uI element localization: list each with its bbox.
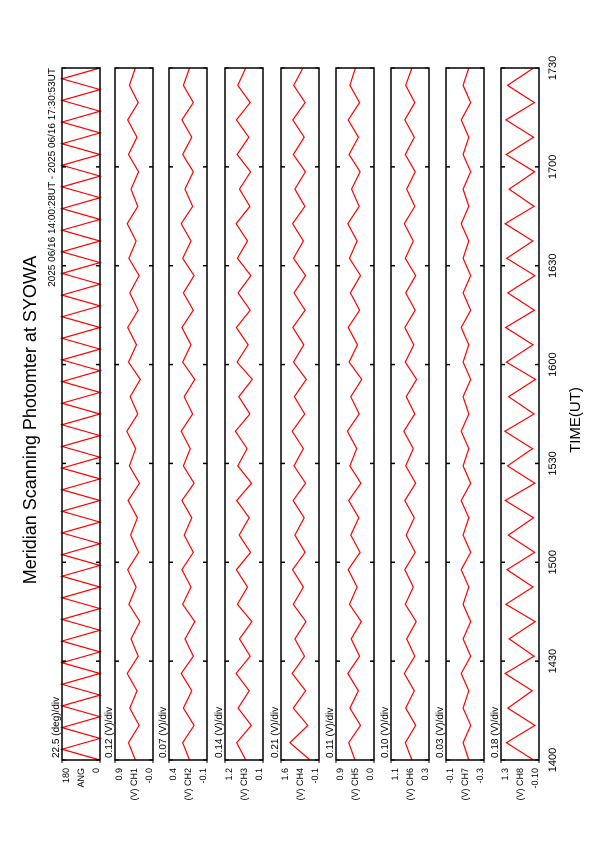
panel-frame <box>61 67 101 761</box>
signal-line <box>503 67 537 761</box>
scale-label: 0.12 (V)/div <box>104 707 115 758</box>
panel-label: (V) CH1 <box>129 768 139 801</box>
scale-label: 0.03 (V)/div <box>435 707 446 758</box>
y-tick-label: 1.6 <box>280 768 290 781</box>
y-tick-label: -0.3 <box>475 768 485 784</box>
panel-label: (V) CH5 <box>350 768 360 801</box>
panel-frame <box>390 67 430 761</box>
x-tick-label: 1700 <box>547 155 559 179</box>
y-tick-label: -0.10 <box>530 768 540 789</box>
rotated-plot: Meridian Scanning Photomter at SYOWA 202… <box>20 56 584 801</box>
y-tick-label: 0.3 <box>420 768 430 781</box>
y-tick-label: 1.1 <box>390 768 400 781</box>
x-tick-label: 1530 <box>547 451 559 475</box>
x-tick-label: 1400 <box>547 748 559 772</box>
y-tick-label: -0.1 <box>445 768 455 784</box>
panel-frame <box>168 67 208 761</box>
signal-line <box>126 67 142 761</box>
panel-label: (V) CH6 <box>405 768 415 801</box>
signal-line <box>289 67 311 761</box>
y-tick-label: 0.1 <box>254 768 264 781</box>
y-tick-label: -0.0 <box>144 768 154 784</box>
y-tick-label: 0 <box>91 768 101 773</box>
panel-frame <box>335 67 375 761</box>
y-tick-label: -0.1 <box>310 768 320 784</box>
time-range: 2025 06/16 14:00:28UT - 2025 06/16 17:30… <box>47 68 58 287</box>
panel-label: (V) CH7 <box>460 768 470 801</box>
panel-label: ANG <box>76 768 86 788</box>
scale-label: 0.11 (V)/div <box>325 708 336 758</box>
scale-label: 22.5 (deg)/div <box>51 697 62 758</box>
panel-frame <box>445 67 485 761</box>
panel-label: (V) CH2 <box>183 768 193 801</box>
x-axis-label: TIME(UT) <box>567 387 584 453</box>
y-tick-label: 180 <box>61 768 71 783</box>
x-tick-label: 1430 <box>547 649 559 673</box>
panel-frame <box>280 67 320 761</box>
y-tick-label: 1.3 <box>500 768 510 781</box>
scale-label: 0.18 (V)/div <box>490 707 501 758</box>
signal-line <box>460 67 472 761</box>
signal-line <box>346 67 363 761</box>
signal-line <box>403 67 418 761</box>
panel-frame <box>224 67 264 761</box>
signal-line <box>59 67 103 761</box>
y-tick-label: 1.2 <box>224 768 234 781</box>
panel-label: (V) CH8 <box>515 768 525 801</box>
x-tick-label: 1600 <box>547 352 559 376</box>
chart-title: Meridian Scanning Photomter at SYOWA <box>20 256 40 584</box>
y-tick-label: 0.9 <box>114 768 124 781</box>
signal-line <box>234 67 254 761</box>
x-tick-label: 1630 <box>547 253 559 277</box>
y-tick-label: 0.0 <box>365 768 375 781</box>
scale-label: 0.10 (V)/div <box>380 707 391 758</box>
panel-frame <box>114 67 154 761</box>
x-tick-label: 1500 <box>547 550 559 574</box>
scale-label: 0.07 (V)/div <box>158 707 169 758</box>
x-tick-label: 1730 <box>547 56 559 80</box>
panel-frame <box>500 67 540 761</box>
y-tick-label: 0.4 <box>168 768 178 781</box>
signal-line <box>180 67 196 761</box>
y-tick-label: -0.1 <box>198 768 208 784</box>
y-tick-label: 0.9 <box>335 768 345 781</box>
scale-label: 0.21 (V)/div <box>270 707 281 758</box>
panel-label: (V) CH4 <box>295 768 305 801</box>
scale-label: 0.14 (V)/div <box>214 707 225 758</box>
panel-label: (V) CH3 <box>239 768 249 801</box>
